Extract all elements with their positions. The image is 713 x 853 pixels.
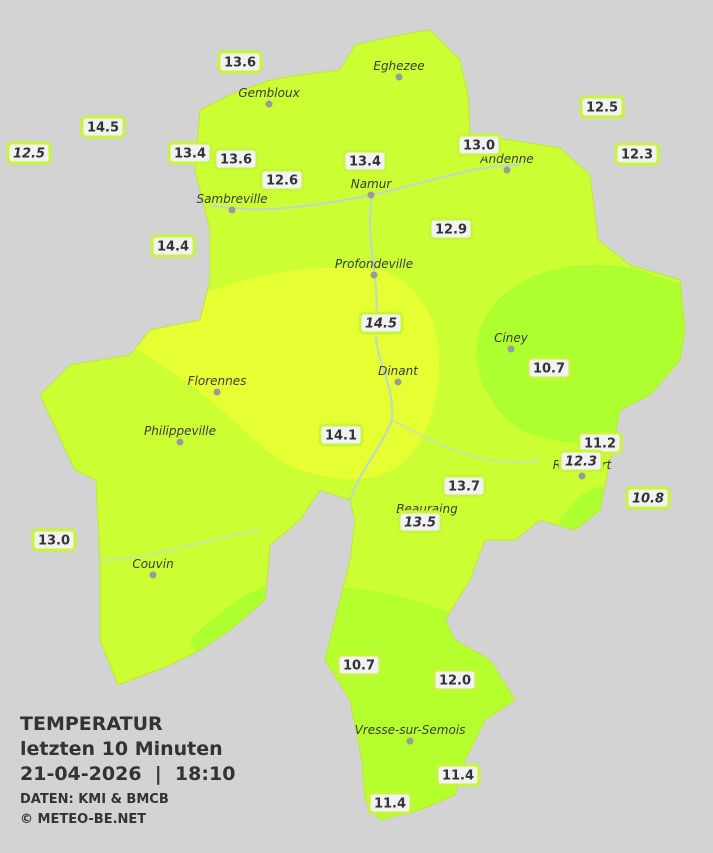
town-label: Gembloux bbox=[238, 86, 300, 100]
legend-copyright: © METEO-BE.NET bbox=[20, 812, 146, 827]
river bbox=[99, 419, 541, 561]
station-value: 13.4 bbox=[174, 147, 206, 162]
station-box bbox=[6, 141, 52, 165]
station-box bbox=[213, 147, 259, 171]
station-value: 13.4 bbox=[349, 155, 381, 170]
station-value: 13.5 bbox=[404, 516, 436, 531]
legend-period: letzten 10 Minuten bbox=[20, 738, 223, 760]
station-box bbox=[456, 133, 502, 157]
town-dot bbox=[578, 472, 586, 480]
station-value: 10.8 bbox=[632, 492, 664, 507]
station-value: 13.6 bbox=[220, 153, 252, 168]
station-value: 12.3 bbox=[621, 148, 653, 163]
station-value: 12.6 bbox=[266, 174, 298, 189]
station-box bbox=[432, 668, 478, 692]
station-box bbox=[318, 423, 364, 447]
station-box bbox=[167, 141, 213, 165]
town-label: Vresse-sur-Semois bbox=[355, 723, 466, 737]
station-value: 12.5 bbox=[13, 147, 45, 162]
town-label: Eghezee bbox=[373, 59, 424, 73]
station-box bbox=[428, 217, 474, 241]
town-dot bbox=[228, 206, 236, 214]
town-dot bbox=[265, 100, 273, 108]
town-dot bbox=[370, 271, 378, 279]
legend-datetime: 21-04-2026 | 18:10 bbox=[20, 763, 235, 785]
town-label: Sambreville bbox=[196, 192, 267, 206]
legend: TEMPERATUR letzten 10 Minuten 21-04-2026… bbox=[20, 713, 235, 827]
station-value: 13.0 bbox=[463, 139, 495, 154]
town-label: Florennes bbox=[188, 374, 247, 388]
station-value: 13.7 bbox=[448, 480, 480, 495]
station-box bbox=[336, 653, 382, 677]
station-value: 14.5 bbox=[87, 121, 119, 136]
town-dot bbox=[395, 73, 403, 81]
zone-cool bbox=[476, 264, 685, 444]
station-box bbox=[217, 50, 263, 74]
station-box bbox=[342, 149, 388, 173]
station-value: 14.5 bbox=[365, 317, 397, 332]
station-value: 14.4 bbox=[157, 240, 189, 255]
station-box bbox=[358, 311, 404, 335]
town-dot bbox=[367, 191, 375, 199]
town-label: Philippeville bbox=[144, 424, 216, 438]
station-box bbox=[579, 95, 625, 119]
station-box bbox=[367, 791, 413, 815]
station-value: 12.9 bbox=[435, 223, 467, 238]
station-box bbox=[31, 528, 77, 552]
legend-source: DATEN: KMI & BMCB bbox=[20, 792, 169, 807]
station-box bbox=[614, 142, 660, 166]
station-value: 12.5 bbox=[586, 101, 618, 116]
legend-title: TEMPERATUR bbox=[20, 713, 163, 735]
town-dot bbox=[149, 571, 157, 579]
station-value: 10.7 bbox=[533, 362, 565, 377]
station-value: 11.4 bbox=[374, 797, 406, 812]
station-box bbox=[397, 510, 443, 534]
station-box bbox=[259, 168, 305, 192]
station-value: 13.6 bbox=[224, 56, 256, 71]
town-dot bbox=[394, 378, 402, 386]
town-dot bbox=[503, 166, 511, 174]
town-label: Profondeville bbox=[335, 257, 413, 271]
station-box bbox=[441, 474, 487, 498]
station-box bbox=[80, 115, 126, 139]
station-value: 11.4 bbox=[442, 769, 474, 784]
town-dot bbox=[176, 438, 184, 446]
station-value: 12.0 bbox=[439, 674, 471, 689]
station-value: 11.2 bbox=[584, 437, 616, 452]
town-dot bbox=[406, 737, 414, 745]
town-label: Ciney bbox=[494, 331, 529, 345]
stations: 13.6 14.5 12.5 13.4 13.6 12.6 13.4 13.0 12.5 12.3… bbox=[6, 50, 671, 815]
station-box bbox=[558, 449, 604, 473]
station-box bbox=[150, 234, 196, 258]
station-box bbox=[526, 356, 572, 380]
town-dot bbox=[213, 388, 221, 396]
town-label: Couvin bbox=[132, 557, 173, 571]
town-dot bbox=[507, 345, 515, 353]
station-value: 14.1 bbox=[325, 429, 357, 444]
station-box bbox=[435, 763, 481, 787]
town-label: Dinant bbox=[378, 364, 419, 378]
station-box bbox=[625, 486, 671, 510]
town-label: Namur bbox=[351, 177, 393, 191]
station-value: 10.7 bbox=[343, 659, 375, 674]
station-value: 13.0 bbox=[38, 534, 70, 549]
station-value: 12.3 bbox=[565, 455, 597, 470]
